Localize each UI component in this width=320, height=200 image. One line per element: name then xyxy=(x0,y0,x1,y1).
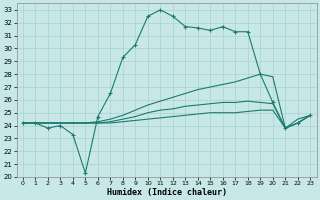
X-axis label: Humidex (Indice chaleur): Humidex (Indice chaleur) xyxy=(107,188,227,197)
